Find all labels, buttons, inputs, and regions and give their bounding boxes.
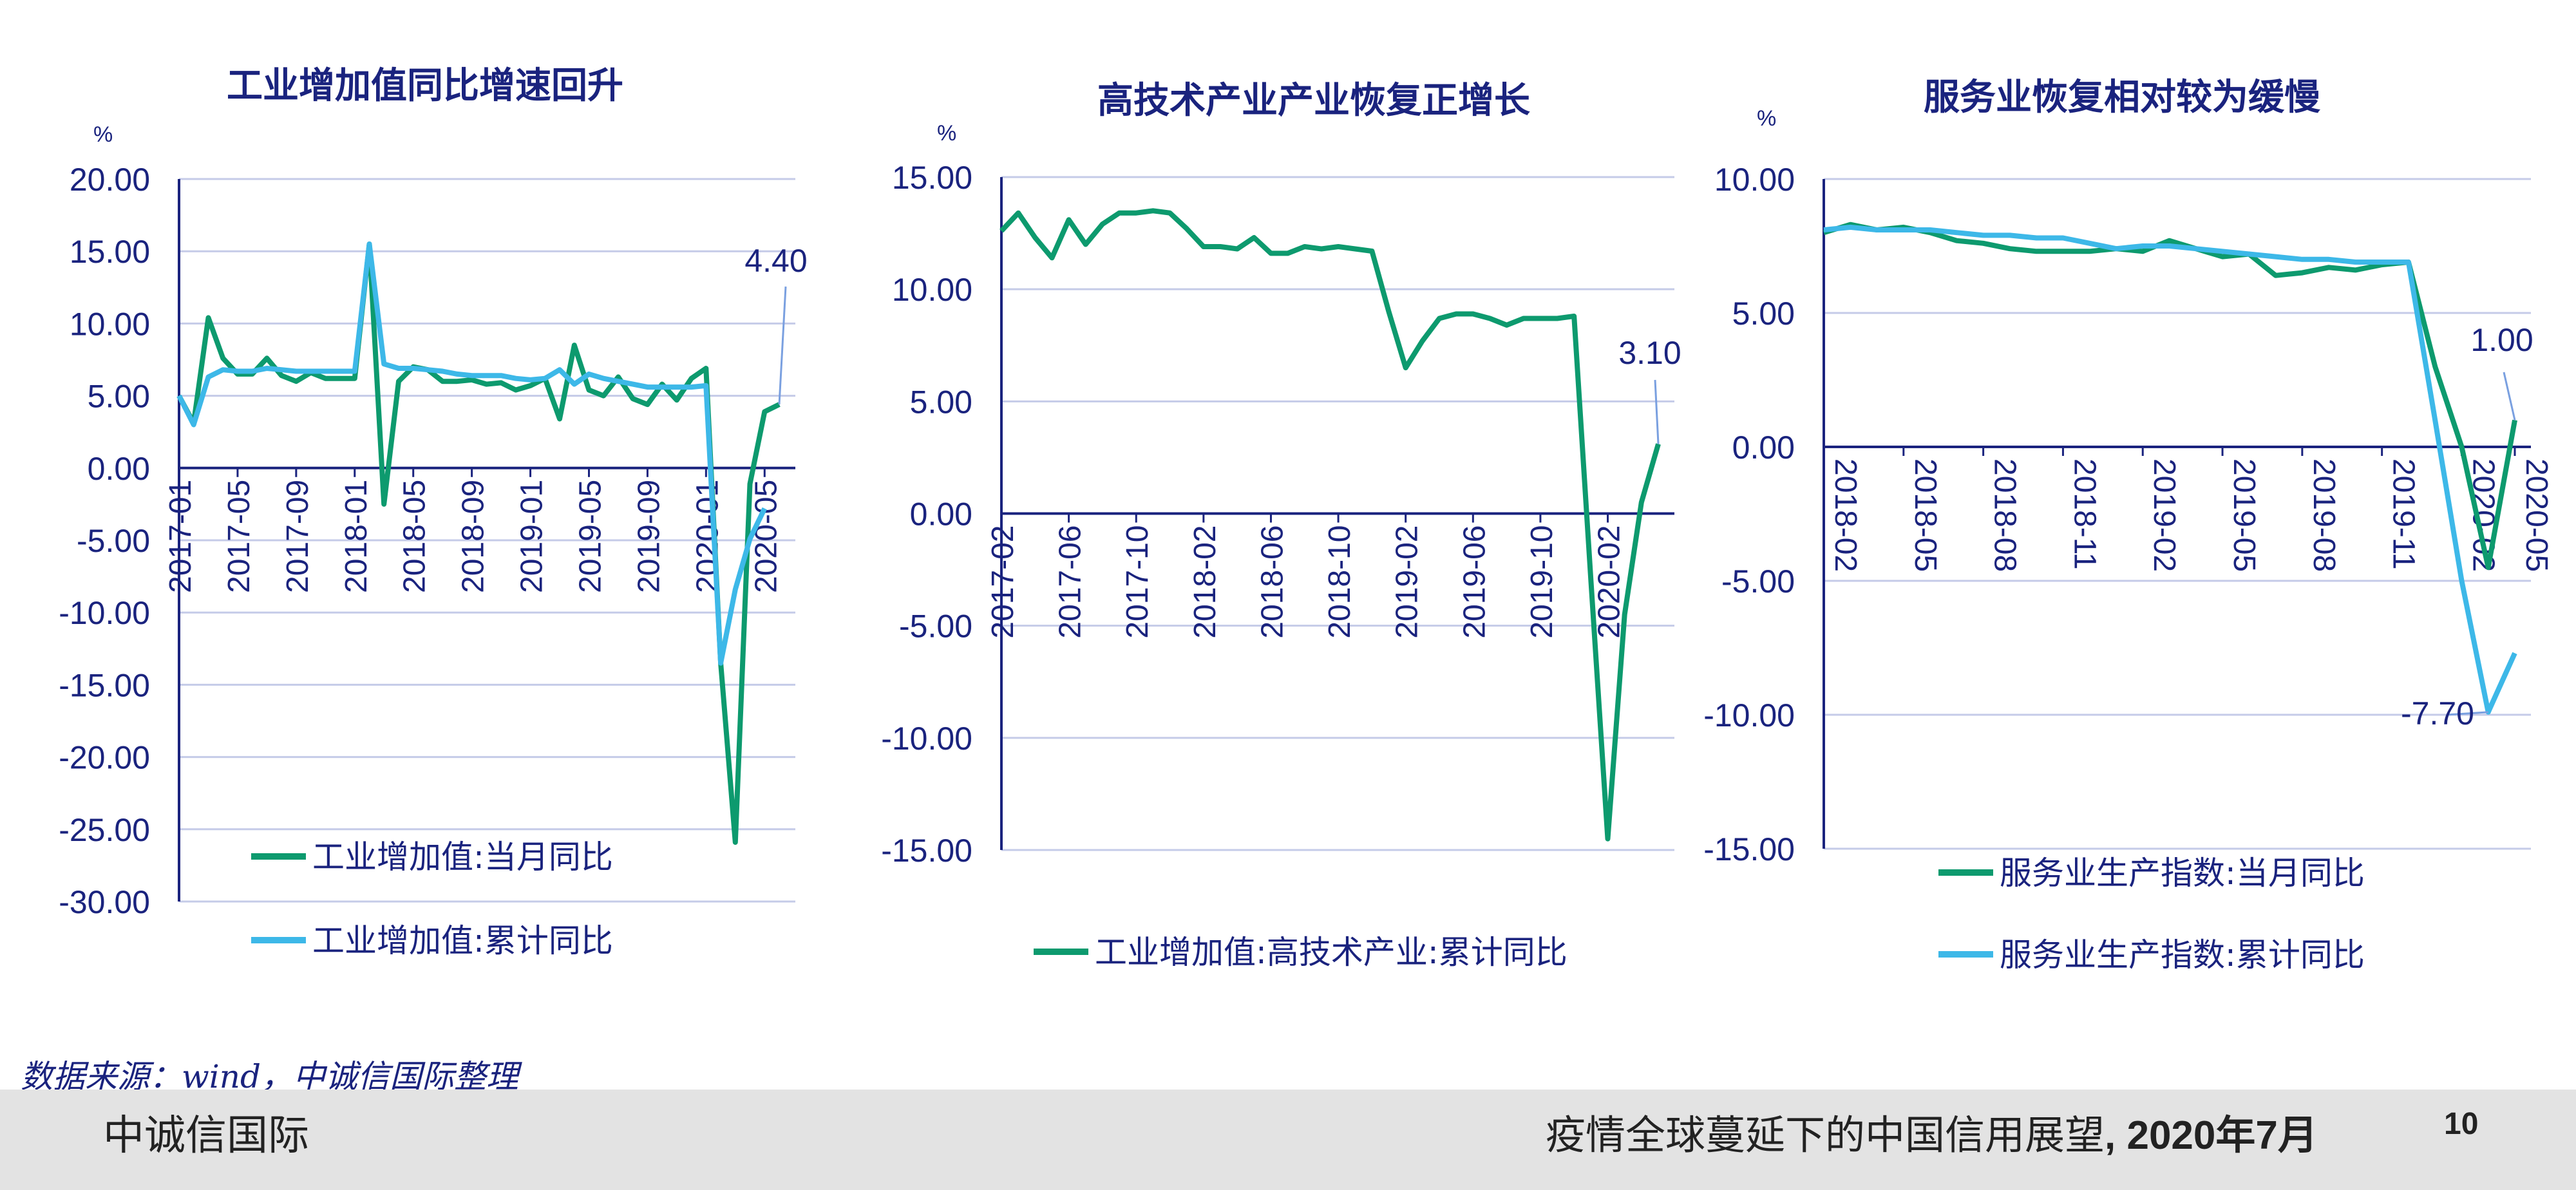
x-tick-label: 2018-10: [1323, 525, 1357, 639]
x-tick-label: 2018-02: [1828, 458, 1862, 572]
y-tick-label: 5.00: [88, 379, 150, 415]
data-label: -7.70: [2401, 695, 2474, 732]
x-tick-label: 2020-05: [749, 480, 783, 593]
x-tick-label: 2017-05: [222, 480, 256, 593]
y-tick-label: 10.00: [892, 272, 972, 308]
x-tick-label: 2017-02: [986, 525, 1020, 639]
x-tick-label: 2019-11: [2387, 458, 2421, 570]
data-label: 1.00: [2470, 322, 2533, 358]
x-tick-label: 2018-08: [1988, 458, 2022, 572]
legend-label: 工业增加值:累计同比: [312, 922, 613, 959]
legend-label: 服务业生产指数:当月同比: [2000, 855, 2365, 892]
y-tick-label: -5.00: [899, 609, 972, 645]
y-tick-label: 0.00: [88, 451, 150, 487]
annotation-leader: [2503, 372, 2516, 420]
annotation-leader: [778, 286, 787, 405]
annotation-leader: [1654, 379, 1660, 444]
y-tick-label: 10.00: [1714, 162, 1795, 198]
y-tick-label: -15.00: [59, 667, 150, 703]
y-tick-label: -5.00: [77, 523, 150, 559]
x-tick-label: 2019-01: [515, 480, 549, 593]
y-tick-label: 5.00: [1732, 296, 1795, 332]
y-tick-label: 20.00: [70, 162, 150, 198]
y-tick-label: -10.00: [881, 721, 972, 757]
chart-title: 高技术产业产业恢复正增长: [1097, 80, 1530, 122]
footer-bar: [0, 1090, 2576, 1190]
y-tick-label: -15.00: [1703, 831, 1795, 867]
footer-report-date: , 2020年7月: [2105, 1113, 2318, 1158]
y-tick-label: -10.00: [59, 595, 150, 631]
x-tick-label: 2019-02: [1390, 525, 1425, 639]
x-tick-label: 2018-09: [457, 480, 491, 593]
chart-title: 工业增加值同比增速回升: [227, 65, 623, 107]
footer-org: 中诚信国际: [103, 1112, 309, 1160]
data-label: 4.40: [744, 243, 807, 279]
x-tick-label: 2019-05: [2227, 458, 2261, 572]
y-tick-label: 10.00: [70, 306, 150, 342]
legend-label: 服务业生产指数:累计同比: [2000, 936, 2365, 974]
x-tick-label: 2018-11: [2067, 458, 2101, 570]
x-tick-label: 2017-01: [164, 480, 198, 593]
y-unit-label: %: [937, 121, 956, 146]
footer-report: 疫情全球蔓延下的中国信用展望, 2020年7月: [1546, 1102, 2318, 1160]
y-tick-label: -5.00: [1721, 563, 1795, 600]
x-tick-label: 2018-02: [1188, 525, 1222, 639]
y-tick-label: -25.00: [59, 812, 150, 848]
x-tick-label: 2020-01: [690, 480, 724, 593]
x-tick-label: 2017-09: [281, 480, 315, 593]
x-tick-label: 2018-06: [1255, 525, 1289, 638]
x-tick-label: 2020-05: [2519, 458, 2553, 572]
x-tick-label: 2017-10: [1121, 525, 1155, 639]
y-tick-label: 0.00: [1732, 430, 1795, 466]
series-line-cumulative: [1823, 224, 2517, 715]
y-tick-label: 15.00: [892, 160, 972, 196]
x-tick-label: 2020-02: [1593, 525, 1627, 639]
x-tick-label: 2019-06: [1457, 525, 1492, 639]
footer-report-title: 疫情全球蔓延下的中国信用展望: [1546, 1111, 2105, 1158]
source-note: 数据来源：wind，中诚信国际整理: [21, 1058, 518, 1095]
legend-label: 工业增加值:高技术产业:累计同比: [1095, 934, 1567, 971]
y-unit-label: %: [93, 122, 113, 147]
x-tick-label: 2019-10: [1525, 525, 1559, 639]
y-tick-label: 5.00: [910, 384, 972, 420]
series-line-monthly: [999, 208, 1661, 842]
x-tick-label: 2019-08: [2307, 458, 2341, 572]
series-line-monthly: [176, 241, 781, 845]
x-tick-label: 2018-05: [398, 480, 432, 593]
y-tick-label: -30.00: [59, 884, 150, 920]
x-tick-label: 2019-09: [632, 480, 666, 593]
data-label: 3.10: [1618, 335, 1681, 371]
y-tick-label: -10.00: [1703, 697, 1795, 733]
y-tick-label: -15.00: [881, 833, 972, 869]
y-tick-label: -20.00: [59, 740, 150, 776]
x-tick-label: 2018-05: [1908, 458, 1942, 572]
y-tick-label: 0.00: [910, 496, 972, 533]
x-tick-label: 2019-02: [2147, 458, 2181, 572]
x-tick-label: 2019-05: [573, 480, 607, 593]
y-tick-label: 15.00: [70, 234, 150, 270]
x-tick-label: 2017-06: [1054, 525, 1088, 639]
footer-page-number: 10: [2444, 1107, 2479, 1141]
chart-title: 服务业恢复相对较为缓慢: [1924, 77, 2321, 118]
x-tick-label: 2018-01: [339, 480, 374, 593]
series-line-cumulative: [176, 241, 767, 666]
annotation-leader: [2447, 711, 2488, 716]
y-unit-label: %: [1757, 106, 1776, 131]
legend-label: 工业增加值:当月同比: [312, 838, 613, 876]
